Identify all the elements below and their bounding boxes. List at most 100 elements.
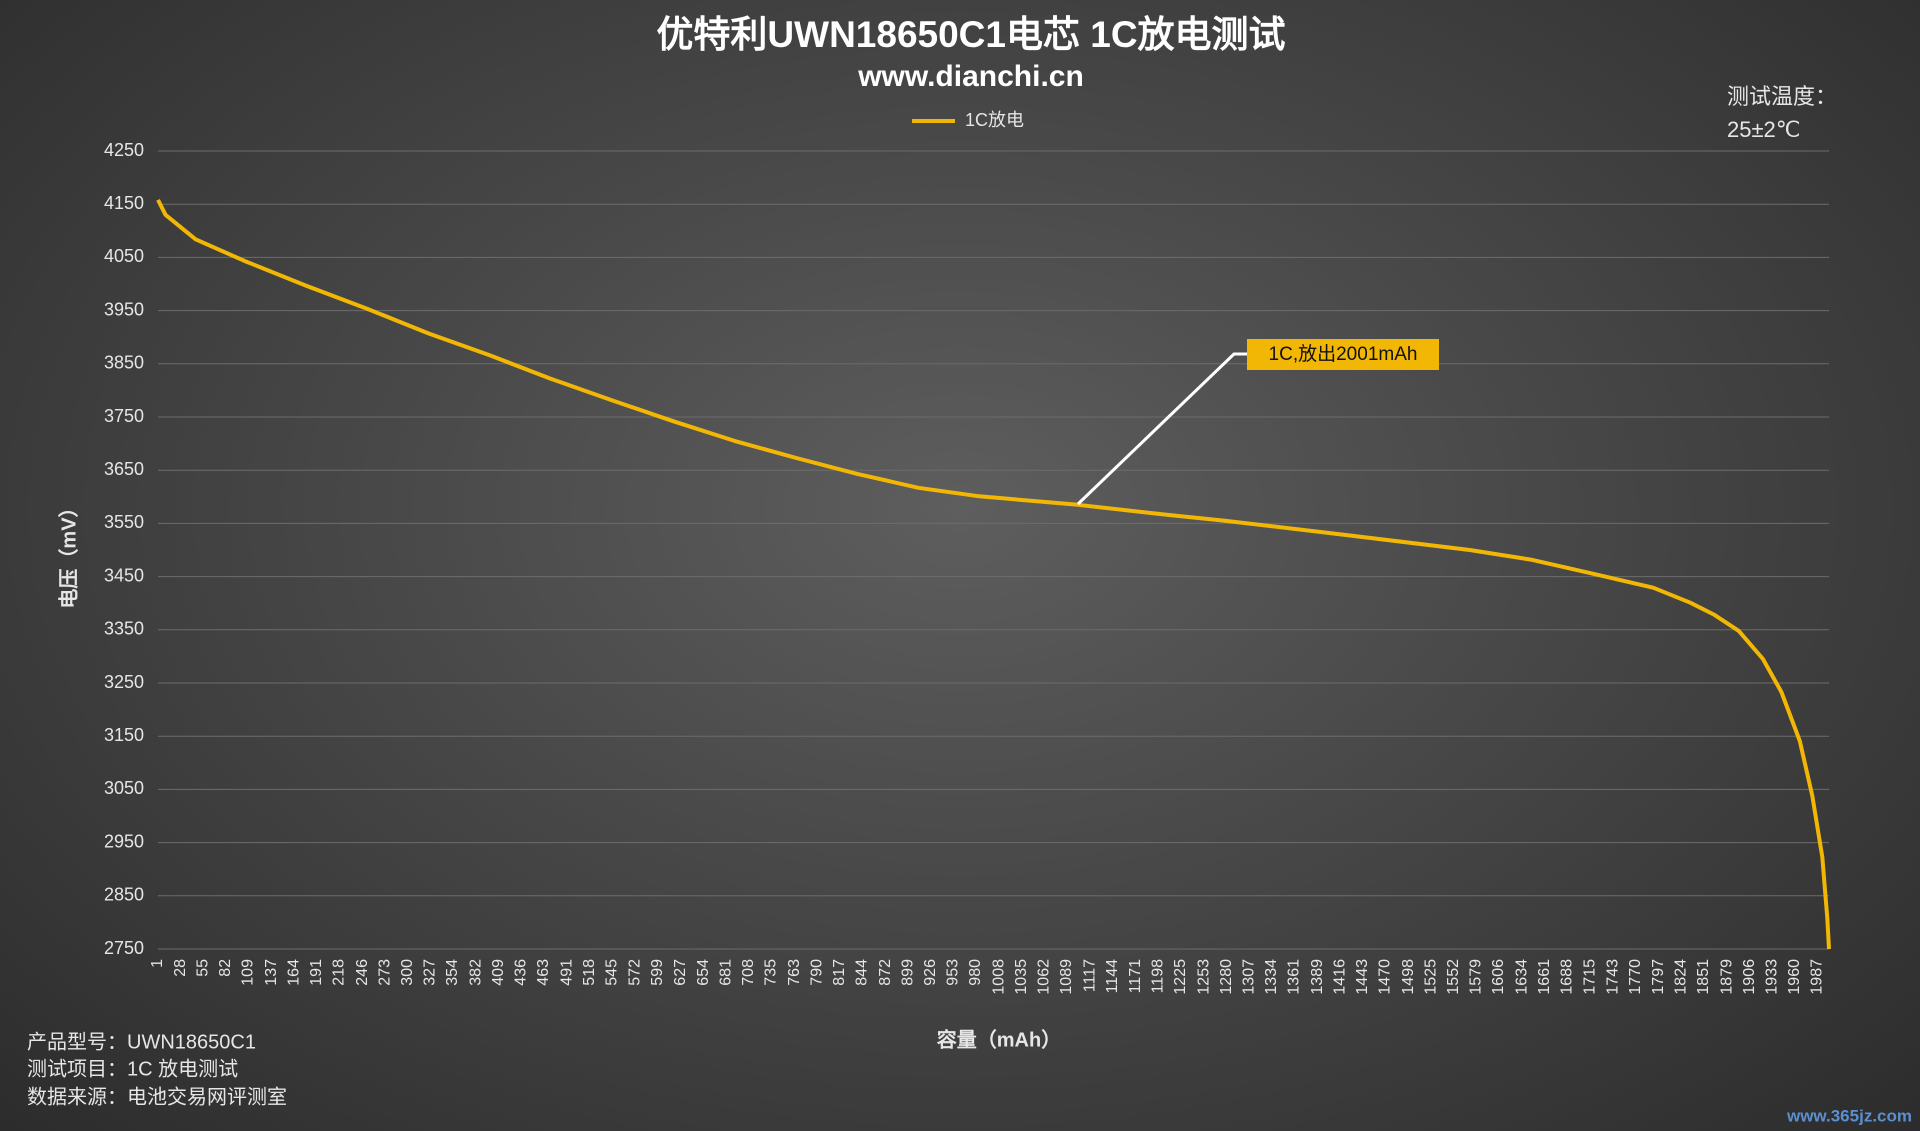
legend-label: 1C放电 (965, 110, 1024, 130)
data-line (156, 199, 1831, 950)
x-tick-label: 1361 (1285, 959, 1302, 995)
footnote: 数据来源：电池交易网评测室 (27, 1085, 287, 1108)
x-tick-label: 1552 (1445, 959, 1462, 995)
x-tick-label: 518 (581, 959, 598, 986)
x-tick-label: 599 (649, 959, 666, 986)
x-tick-label: 1906 (1741, 959, 1758, 995)
x-tick-label: 627 (672, 959, 689, 986)
y-tick-label: 3750 (104, 406, 144, 426)
x-tick-label: 109 (239, 959, 256, 986)
x-tick-label: 1634 (1514, 959, 1531, 995)
x-tick-label: 980 (967, 959, 984, 986)
y-tick-label: 3850 (104, 353, 144, 373)
y-tick-label: 3150 (104, 725, 144, 745)
x-tick-label: 1579 (1468, 959, 1485, 995)
x-tick-label: 1743 (1605, 959, 1622, 995)
x-tick-label: 1089 (1058, 959, 1075, 995)
watermark: www.365jz.com (1786, 1106, 1912, 1125)
annotation-leader (1076, 352, 1247, 506)
x-tick-label: 926 (922, 959, 939, 986)
x-tick-label: 191 (308, 959, 325, 986)
x-tick-label: 1470 (1377, 959, 1394, 995)
footnote: 测试项目：1C 放电测试 (27, 1057, 238, 1080)
x-tick-label: 1933 (1763, 959, 1780, 995)
x-tick-label: 463 (535, 959, 552, 986)
x-tick-label: 1280 (1218, 959, 1235, 995)
x-axis-title: 容量（mAh） (937, 1027, 1061, 1051)
y-tick-label: 3450 (104, 565, 144, 585)
x-tick-label: 1144 (1104, 959, 1121, 994)
x-tick-label: 1389 (1309, 959, 1326, 995)
x-tick-label: 273 (376, 959, 393, 986)
x-tick-label: 1117 (1082, 959, 1099, 992)
x-tick-label: 354 (444, 959, 461, 986)
y-tick-label: 3550 (104, 512, 144, 532)
x-tick-label: 654 (695, 959, 712, 986)
x-tick-label: 1035 (1013, 959, 1030, 995)
x-tick-label: 790 (808, 959, 825, 986)
y-tick-label: 3950 (104, 299, 144, 319)
x-tick-label: 491 (559, 959, 576, 986)
x-tick-label: 1715 (1581, 959, 1598, 995)
x-tick-label: 1062 (1036, 959, 1053, 995)
x-tick-label: 1960 (1786, 959, 1803, 995)
x-tick-label: 1334 (1263, 959, 1280, 995)
x-tick-label: 1797 (1650, 959, 1667, 995)
x-tick-label: 1307 (1240, 959, 1257, 995)
x-tick-label: 1525 (1423, 959, 1440, 995)
x-tick-label: 82 (217, 959, 234, 977)
y-tick-label: 3650 (104, 459, 144, 479)
x-tick-label: 1879 (1718, 959, 1735, 995)
x-tick-label: 1606 (1490, 959, 1507, 995)
x-tick-label: 817 (831, 959, 848, 986)
x-tick-label: 55 (194, 959, 211, 977)
x-tick-label: 218 (331, 959, 348, 986)
x-tick-label: 1198 (1149, 959, 1166, 994)
x-tick-label: 572 (626, 959, 643, 986)
x-tick-label: 1824 (1672, 959, 1689, 995)
x-tick-label: 545 (604, 959, 621, 986)
x-tick-label: 1443 (1354, 959, 1371, 995)
x-tick-label: 844 (854, 959, 871, 986)
x-tick-label: 953 (945, 959, 962, 986)
x-tick-label: 28 (172, 959, 189, 977)
x-tick-label: 436 (513, 959, 530, 986)
x-tick-label: 1008 (991, 959, 1008, 995)
y-tick-label: 4050 (104, 246, 144, 266)
x-tick-label: 1661 (1536, 959, 1553, 995)
footnote: 产品型号：UWN18650C1 (27, 1030, 256, 1053)
x-tick-label: 899 (899, 959, 916, 986)
x-tick-label: 872 (877, 959, 894, 986)
annotation-label: 1C,放出2001mAh (1269, 343, 1418, 365)
x-tick-label: 708 (740, 959, 757, 986)
y-tick-label: 2850 (104, 885, 144, 905)
y-tick-label: 2950 (104, 831, 144, 851)
x-tick-label: 1225 (1172, 959, 1189, 995)
y-tick-label: 4150 (104, 193, 144, 213)
temperature-note: 25±2℃ (1727, 117, 1801, 142)
x-tick-label: 137 (263, 959, 280, 986)
x-tick-label: 1851 (1695, 959, 1712, 995)
y-tick-label: 3050 (104, 778, 144, 798)
chart-subtitle: www.dianchi.cn (857, 60, 1084, 93)
x-tick-label: 1171 (1127, 959, 1144, 994)
x-tick-label: 382 (468, 959, 485, 986)
y-tick-label: 3350 (104, 619, 144, 639)
x-tick-label: 763 (786, 959, 803, 986)
x-tick-label: 1688 (1559, 959, 1576, 995)
x-tick-label: 1770 (1627, 959, 1644, 995)
y-axis-title: 电压（mV） (57, 497, 80, 608)
x-tick-label: 409 (490, 959, 507, 986)
annotation-box (1247, 339, 1439, 370)
x-tick-label: 1498 (1400, 959, 1417, 995)
x-tick-label: 246 (354, 959, 371, 986)
x-tick-label: 327 (422, 959, 439, 986)
x-tick-label: 300 (399, 959, 416, 986)
chart-title: 优特利UWN18650C1电芯 1C放电测试 (656, 14, 1285, 55)
y-tick-label: 2750 (104, 938, 144, 958)
x-tick-label: 1987 (1809, 959, 1826, 995)
x-tick-label: 735 (762, 959, 779, 986)
y-tick-label: 4250 (104, 140, 144, 160)
